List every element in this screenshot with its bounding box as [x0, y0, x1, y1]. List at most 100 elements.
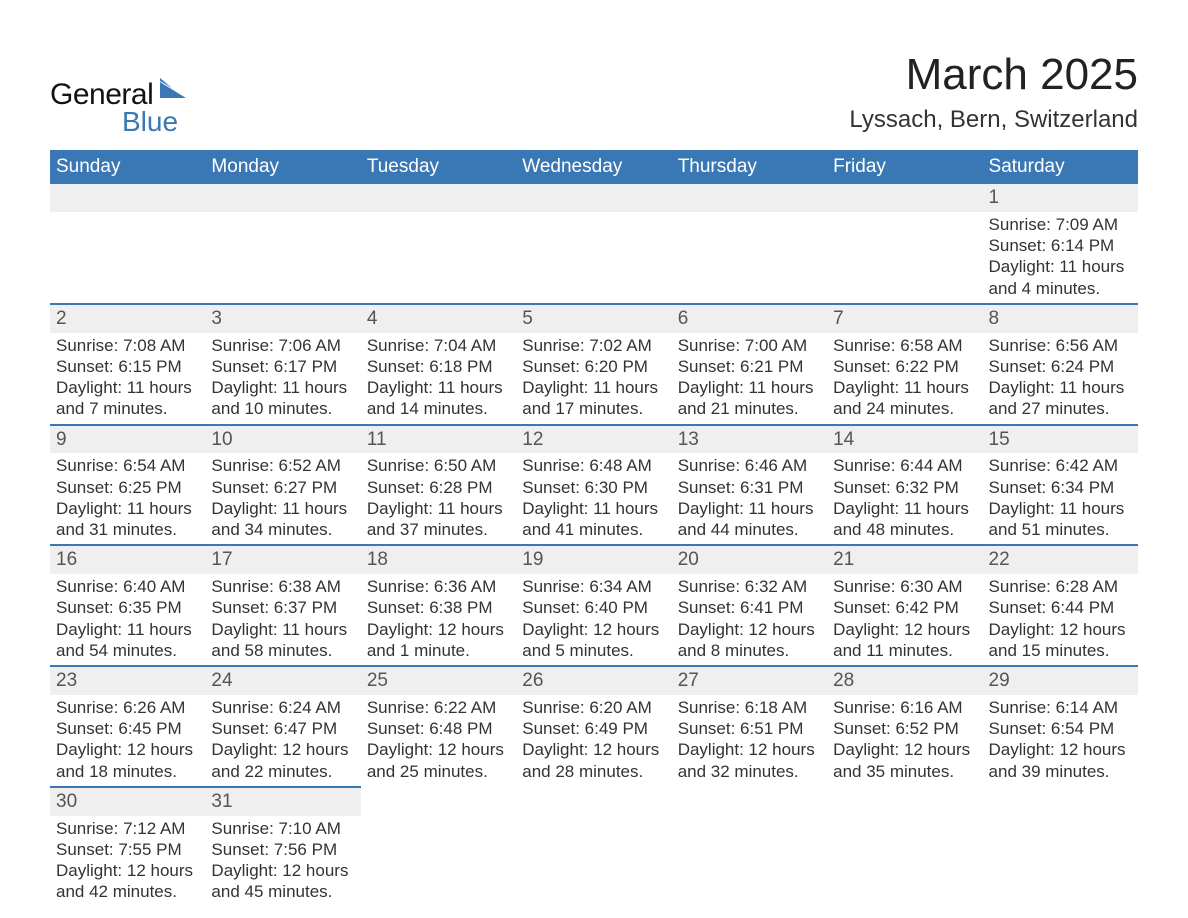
- day-sunset: Sunset: 6:49 PM: [522, 718, 665, 739]
- calendar-cell: 10Sunrise: 6:52 AMSunset: 6:27 PMDayligh…: [205, 425, 360, 546]
- calendar-cell: 1Sunrise: 7:09 AMSunset: 6:14 PMDaylight…: [983, 184, 1138, 304]
- day-number: 20: [672, 546, 827, 574]
- day-number: 17: [205, 546, 360, 574]
- day-sunset: Sunset: 6:21 PM: [678, 356, 821, 377]
- day-number: 10: [205, 426, 360, 454]
- calendar-cell: [827, 184, 982, 304]
- day-number: 18: [361, 546, 516, 574]
- calendar-cell: [983, 787, 1138, 907]
- day-sunset: Sunset: 6:41 PM: [678, 597, 821, 618]
- day-daylight: Daylight: 11 hours and 54 minutes.: [56, 619, 199, 662]
- calendar-cell: 20Sunrise: 6:32 AMSunset: 6:41 PMDayligh…: [672, 545, 827, 666]
- calendar-cell: [672, 184, 827, 304]
- day-sunset: Sunset: 6:44 PM: [989, 597, 1132, 618]
- day-number: 12: [516, 426, 671, 454]
- day-sunrise: Sunrise: 6:16 AM: [833, 697, 976, 718]
- day-daylight: Daylight: 11 hours and 17 minutes.: [522, 377, 665, 420]
- day-daylight: Daylight: 11 hours and 27 minutes.: [989, 377, 1132, 420]
- day-number: 27: [672, 667, 827, 695]
- logo-flag-icon: [160, 78, 190, 105]
- day-sunset: Sunset: 6:18 PM: [367, 356, 510, 377]
- day-sunset: Sunset: 6:34 PM: [989, 477, 1132, 498]
- day-sunrise: Sunrise: 7:02 AM: [522, 335, 665, 356]
- day-number: 14: [827, 426, 982, 454]
- day-daylight: Daylight: 11 hours and 41 minutes.: [522, 498, 665, 541]
- calendar-cell: 9Sunrise: 6:54 AMSunset: 6:25 PMDaylight…: [50, 425, 205, 546]
- day-sunrise: Sunrise: 7:10 AM: [211, 818, 354, 839]
- header: General Blue March 2025 Lyssach, Bern, S…: [50, 50, 1138, 138]
- day-sunrise: Sunrise: 7:06 AM: [211, 335, 354, 356]
- day-sunset: Sunset: 6:20 PM: [522, 356, 665, 377]
- day-daylight: Daylight: 12 hours and 1 minute.: [367, 619, 510, 662]
- day-daylight: Daylight: 12 hours and 42 minutes.: [56, 860, 199, 903]
- logo-word2: Blue: [122, 106, 190, 138]
- calendar-cell: 30Sunrise: 7:12 AMSunset: 7:55 PMDayligh…: [50, 787, 205, 907]
- calendar-header-row: Sunday Monday Tuesday Wednesday Thursday…: [50, 150, 1138, 184]
- day-daylight: Daylight: 12 hours and 15 minutes.: [989, 619, 1132, 662]
- calendar-cell: [50, 184, 205, 304]
- day-daylight: Daylight: 12 hours and 28 minutes.: [522, 739, 665, 782]
- day-number: 8: [983, 305, 1138, 333]
- calendar-cell: 18Sunrise: 6:36 AMSunset: 6:38 PMDayligh…: [361, 545, 516, 666]
- day-daylight: Daylight: 11 hours and 7 minutes.: [56, 377, 199, 420]
- calendar-cell: [205, 184, 360, 304]
- calendar-cell: 13Sunrise: 6:46 AMSunset: 6:31 PMDayligh…: [672, 425, 827, 546]
- day-sunrise: Sunrise: 6:38 AM: [211, 576, 354, 597]
- calendar-cell: 15Sunrise: 6:42 AMSunset: 6:34 PMDayligh…: [983, 425, 1138, 546]
- empty-day: [205, 184, 360, 212]
- calendar-cell: [672, 787, 827, 907]
- day-sunset: Sunset: 6:15 PM: [56, 356, 199, 377]
- day-number: 11: [361, 426, 516, 454]
- calendar-cell: 28Sunrise: 6:16 AMSunset: 6:52 PMDayligh…: [827, 666, 982, 787]
- day-number: 15: [983, 426, 1138, 454]
- empty-day: [361, 184, 516, 212]
- day-daylight: Daylight: 11 hours and 58 minutes.: [211, 619, 354, 662]
- day-number: 4: [361, 305, 516, 333]
- day-sunset: Sunset: 7:55 PM: [56, 839, 199, 860]
- day-daylight: Daylight: 11 hours and 14 minutes.: [367, 377, 510, 420]
- day-sunrise: Sunrise: 6:52 AM: [211, 455, 354, 476]
- day-sunrise: Sunrise: 6:28 AM: [989, 576, 1132, 597]
- calendar-cell: 25Sunrise: 6:22 AMSunset: 6:48 PMDayligh…: [361, 666, 516, 787]
- day-sunrise: Sunrise: 6:18 AM: [678, 697, 821, 718]
- day-number: 29: [983, 667, 1138, 695]
- day-sunset: Sunset: 6:38 PM: [367, 597, 510, 618]
- calendar-cell: 3Sunrise: 7:06 AMSunset: 6:17 PMDaylight…: [205, 304, 360, 425]
- day-sunrise: Sunrise: 6:14 AM: [989, 697, 1132, 718]
- day-number: 13: [672, 426, 827, 454]
- day-sunset: Sunset: 6:45 PM: [56, 718, 199, 739]
- calendar-cell: 21Sunrise: 6:30 AMSunset: 6:42 PMDayligh…: [827, 545, 982, 666]
- day-sunset: Sunset: 6:32 PM: [833, 477, 976, 498]
- calendar-cell: 31Sunrise: 7:10 AMSunset: 7:56 PMDayligh…: [205, 787, 360, 907]
- title-block: March 2025 Lyssach, Bern, Switzerland: [849, 50, 1138, 134]
- calendar-cell: 22Sunrise: 6:28 AMSunset: 6:44 PMDayligh…: [983, 545, 1138, 666]
- day-sunrise: Sunrise: 6:54 AM: [56, 455, 199, 476]
- calendar-cell: 27Sunrise: 6:18 AMSunset: 6:51 PMDayligh…: [672, 666, 827, 787]
- day-sunrise: Sunrise: 6:40 AM: [56, 576, 199, 597]
- day-sunrise: Sunrise: 6:46 AM: [678, 455, 821, 476]
- dayhead-saturday: Saturday: [983, 150, 1138, 184]
- day-daylight: Daylight: 11 hours and 44 minutes.: [678, 498, 821, 541]
- day-sunset: Sunset: 7:56 PM: [211, 839, 354, 860]
- day-daylight: Daylight: 12 hours and 39 minutes.: [989, 739, 1132, 782]
- calendar-cell: 14Sunrise: 6:44 AMSunset: 6:32 PMDayligh…: [827, 425, 982, 546]
- calendar-week: 1Sunrise: 7:09 AMSunset: 6:14 PMDaylight…: [50, 184, 1138, 304]
- day-daylight: Daylight: 11 hours and 48 minutes.: [833, 498, 976, 541]
- calendar-cell: [516, 184, 671, 304]
- day-sunset: Sunset: 6:51 PM: [678, 718, 821, 739]
- day-sunrise: Sunrise: 6:24 AM: [211, 697, 354, 718]
- calendar-cell: 17Sunrise: 6:38 AMSunset: 6:37 PMDayligh…: [205, 545, 360, 666]
- day-daylight: Daylight: 11 hours and 34 minutes.: [211, 498, 354, 541]
- day-daylight: Daylight: 12 hours and 5 minutes.: [522, 619, 665, 662]
- day-daylight: Daylight: 12 hours and 25 minutes.: [367, 739, 510, 782]
- calendar-week: 2Sunrise: 7:08 AMSunset: 6:15 PMDaylight…: [50, 304, 1138, 425]
- day-sunrise: Sunrise: 6:42 AM: [989, 455, 1132, 476]
- calendar-cell: 2Sunrise: 7:08 AMSunset: 6:15 PMDaylight…: [50, 304, 205, 425]
- calendar-body: 1Sunrise: 7:09 AMSunset: 6:14 PMDaylight…: [50, 184, 1138, 907]
- calendar-cell: 12Sunrise: 6:48 AMSunset: 6:30 PMDayligh…: [516, 425, 671, 546]
- day-daylight: Daylight: 11 hours and 10 minutes.: [211, 377, 354, 420]
- calendar-cell: 29Sunrise: 6:14 AMSunset: 6:54 PMDayligh…: [983, 666, 1138, 787]
- calendar-week: 23Sunrise: 6:26 AMSunset: 6:45 PMDayligh…: [50, 666, 1138, 787]
- empty-day: [516, 184, 671, 212]
- day-number: 21: [827, 546, 982, 574]
